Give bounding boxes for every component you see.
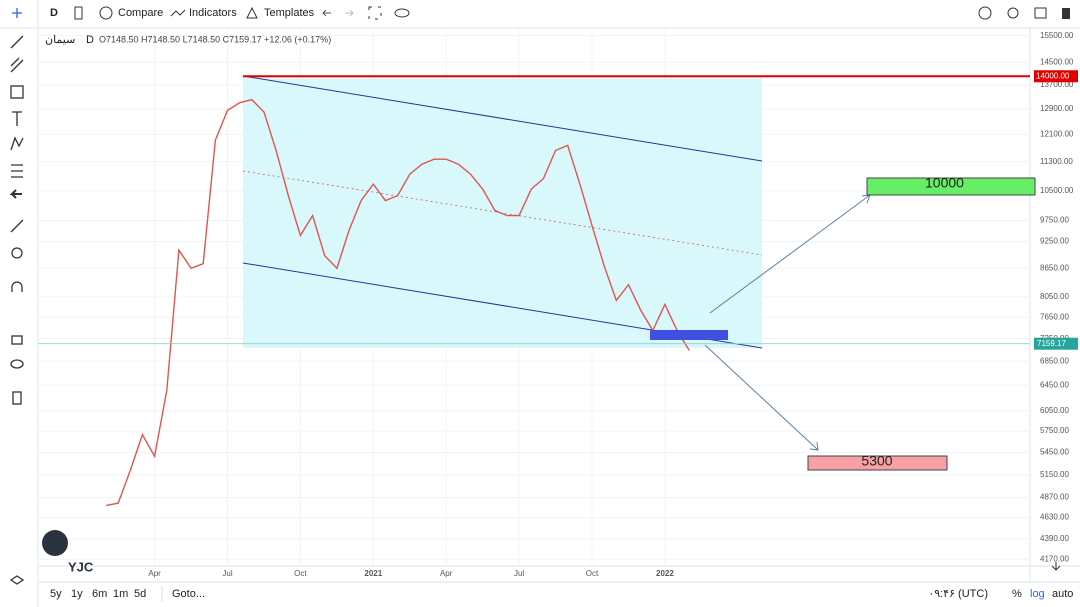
watermark-logo — [42, 530, 68, 556]
y-tick-label: 14500.00 — [1040, 57, 1074, 66]
y-tick-label: 13700.00 — [1040, 80, 1074, 89]
ohlc: O7148.50 H7148.50 L7148.50 C7159.17 +12.… — [99, 34, 331, 44]
plot — [38, 75, 1030, 507]
range-button[interactable]: 6m — [92, 588, 107, 600]
interval-button[interactable]: D — [50, 7, 58, 19]
symbol: سیمان — [45, 34, 75, 46]
y-tick-label: 9250.00 — [1040, 237, 1069, 246]
target-up: 10000 — [925, 175, 964, 191]
y-tick-label: 15500.00 — [1040, 31, 1074, 40]
x-tick-label: Apr — [440, 569, 453, 578]
y-tick-label: 4870.00 — [1040, 492, 1069, 501]
x-tick-label: Jul — [222, 569, 232, 578]
chart-type-icon[interactable] — [74, 6, 83, 20]
y-tick-label: 8050.00 — [1040, 292, 1069, 301]
percent-toggle[interactable]: % — [1012, 588, 1022, 600]
y-tick-label: 6450.00 — [1040, 380, 1069, 389]
y-tick-label: 5750.00 — [1040, 426, 1069, 435]
log-toggle[interactable]: log — [1030, 588, 1045, 600]
y-tick-label: 8650.00 — [1040, 263, 1069, 272]
redo[interactable] — [345, 9, 354, 17]
range-button[interactable]: 1y — [71, 588, 83, 600]
resistance-label: 14000.00 — [1036, 71, 1070, 80]
share[interactable] — [1007, 7, 1019, 19]
price-line — [105, 98, 690, 507]
last-price-bg — [1034, 337, 1078, 350]
watermark: YJC — [68, 559, 94, 574]
settings[interactable] — [978, 6, 992, 20]
y-tick-label: 11300.00 — [1040, 157, 1073, 166]
legend-interval: D — [86, 34, 94, 46]
x-tick-label: Apr — [148, 569, 161, 578]
channel-fill — [243, 76, 762, 348]
x-tick-label: 2021 — [364, 569, 382, 578]
y-tick-label: 12900.00 — [1040, 104, 1074, 113]
y-tick-label: 6850.00 — [1040, 356, 1069, 365]
resistance-label-bg — [1034, 70, 1078, 83]
goto[interactable]: Goto... — [172, 588, 205, 600]
range-button[interactable]: 5y — [50, 588, 62, 600]
x-tick-label: Oct — [294, 569, 307, 578]
undo[interactable] — [322, 9, 331, 17]
left-tools[interactable] — [9, 8, 25, 585]
templates-icon[interactable] — [246, 6, 258, 19]
fullscreen[interactable] — [368, 6, 382, 20]
axis-settings[interactable] — [1051, 562, 1061, 571]
y-tick-label: 5150.00 — [1040, 470, 1069, 479]
arrow-down — [704, 344, 819, 451]
target-down: 5300 — [861, 453, 892, 469]
indicators-icon[interactable] — [170, 9, 186, 17]
y-tick-label: 10500.00 — [1040, 186, 1074, 195]
snapshot[interactable] — [1034, 7, 1047, 19]
y-tick-label: 4170.00 — [1040, 554, 1069, 563]
ranges: 5y 1y 6m 1m 5d — [50, 588, 146, 600]
x-tick-label: Oct — [586, 569, 599, 578]
range-button[interactable]: 5d — [134, 588, 146, 600]
target-box-up — [866, 177, 1036, 196]
y-tick-label: 9750.00 — [1040, 216, 1069, 225]
y-tick-label: 12100.00 — [1040, 130, 1074, 139]
range-button[interactable]: 1m — [113, 588, 128, 600]
y-tick-label: 5450.00 — [1040, 448, 1069, 457]
last-price-label: 7159.17 — [1037, 339, 1066, 348]
target-box-down — [807, 455, 948, 471]
y-tick-label: 4630.00 — [1040, 513, 1069, 522]
compare-icon[interactable] — [99, 6, 113, 20]
y-tick-label: 7650.00 — [1040, 312, 1069, 321]
channel-upper — [242, 75, 763, 162]
y-tick-label: 4390.00 — [1040, 534, 1069, 543]
y-tick-label: 6050.00 — [1040, 406, 1069, 415]
indicators-button[interactable]: Indicators — [189, 7, 237, 19]
auto-toggle[interactable]: auto — [1052, 588, 1073, 600]
x-tick-label: Jul — [514, 569, 524, 578]
support-zone — [650, 330, 728, 340]
compare-button[interactable]: Compare — [118, 7, 163, 19]
delete[interactable] — [1062, 8, 1070, 19]
x-tick-label: 2022 — [656, 569, 674, 578]
hide-drawings[interactable] — [394, 8, 410, 18]
time: ۰۹:۴۶ (UTC) — [928, 588, 988, 600]
templates-button[interactable]: Templates — [264, 7, 315, 19]
